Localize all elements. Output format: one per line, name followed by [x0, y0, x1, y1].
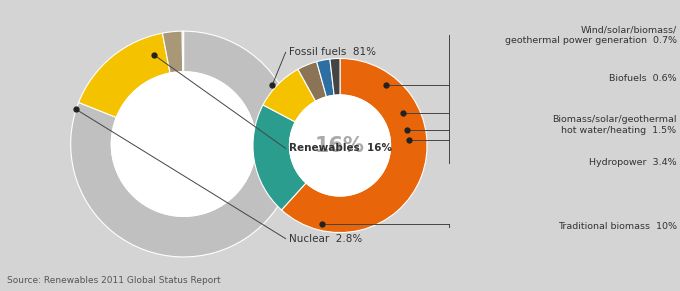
Circle shape: [290, 95, 390, 196]
Wedge shape: [330, 58, 340, 95]
Text: Traditional biomass  10%: Traditional biomass 10%: [558, 223, 677, 231]
Wedge shape: [182, 31, 184, 72]
Text: Biofuels  0.6%: Biofuels 0.6%: [609, 74, 677, 83]
Wedge shape: [282, 58, 427, 233]
Wedge shape: [71, 31, 296, 257]
Wedge shape: [298, 62, 326, 101]
Circle shape: [112, 72, 256, 216]
Wedge shape: [253, 105, 306, 210]
Text: Biomass/solar/geothermal
hot water/heating  1.5%: Biomass/solar/geothermal hot water/heati…: [552, 116, 677, 135]
Wedge shape: [263, 69, 316, 122]
Wedge shape: [163, 31, 183, 73]
Text: Renewables  16%: Renewables 16%: [289, 143, 392, 153]
Wedge shape: [317, 59, 334, 97]
Text: Fossil fuels  81%: Fossil fuels 81%: [289, 47, 376, 57]
Wedge shape: [79, 33, 170, 118]
Text: Source: Renewables 2011 Global Status Report: Source: Renewables 2011 Global Status Re…: [7, 276, 220, 285]
Text: 16%: 16%: [315, 136, 365, 155]
Text: Wind/solar/biomass/
geothermal power generation  0.7%: Wind/solar/biomass/ geothermal power gen…: [505, 25, 677, 45]
Text: Nuclear  2.8%: Nuclear 2.8%: [289, 234, 362, 244]
Text: Hydropower  3.4%: Hydropower 3.4%: [589, 159, 677, 167]
